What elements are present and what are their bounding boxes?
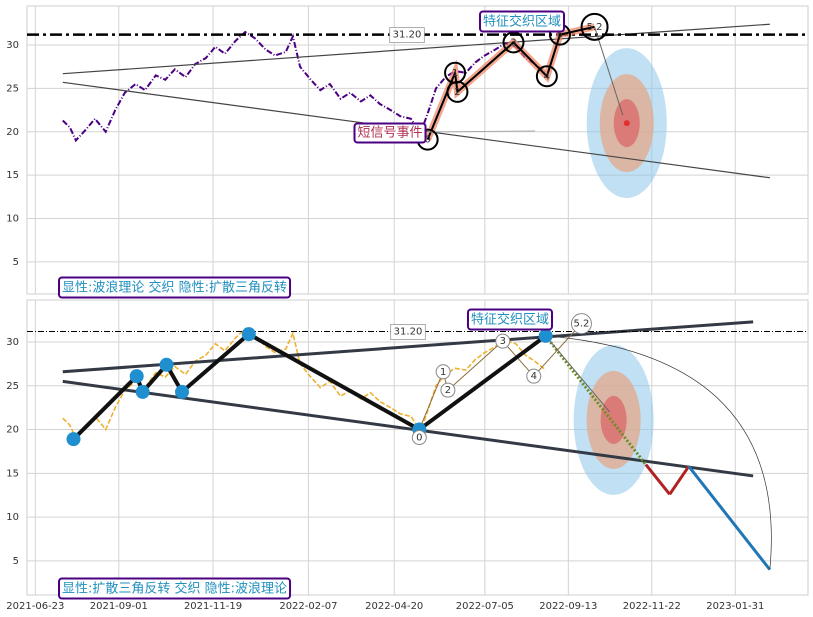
- panel-annotation: 显性:波浪理论 交织 隐性:扩散三角反转: [62, 280, 287, 296]
- wave-label: 3: [500, 336, 506, 347]
- y-tick-label: 20: [6, 127, 19, 138]
- signal-label: 短信号事件: [357, 126, 422, 141]
- x-tick-label: 2022-07-05: [456, 601, 514, 612]
- zone-label: 特征交织区域: [483, 14, 561, 30]
- wave-label: 0: [424, 135, 430, 146]
- label-box: [58, 276, 292, 299]
- wave-marker: [495, 333, 511, 349]
- y-tick-label: 25: [6, 83, 19, 94]
- y-tick-label: 30: [6, 337, 19, 348]
- y-tick-label: 15: [6, 170, 19, 181]
- plot-frame: [26, 5, 809, 295]
- x-tick-label: 2021-09-01: [90, 601, 148, 612]
- wave-marker: [535, 65, 558, 88]
- x-tick-label: 2021-06-23: [6, 601, 64, 612]
- wave-label: 4: [531, 371, 537, 382]
- y-tick-label: 15: [6, 468, 19, 479]
- x-tick-label: 2022-09-13: [539, 601, 597, 612]
- wave-label: 5.2: [587, 22, 603, 33]
- wave-marker: [580, 12, 609, 41]
- zone-label: 特征交织区域: [471, 312, 549, 328]
- pivot-point: [241, 327, 256, 342]
- pivot-point: [159, 357, 174, 372]
- projection-segment: [668, 465, 691, 496]
- pivot-point: [66, 432, 81, 447]
- target-dot: [623, 120, 630, 127]
- target-inner: [600, 395, 627, 444]
- label-box: [58, 577, 292, 600]
- target-arrow: [594, 26, 624, 116]
- wave-marker: [446, 80, 469, 103]
- level-label: 31.20: [394, 327, 423, 338]
- projection-arc: [545, 335, 772, 570]
- wave-label: 1: [452, 68, 458, 79]
- y-tick-label: 10: [6, 214, 19, 225]
- trendline: [62, 320, 754, 374]
- projection-segment: [687, 465, 772, 571]
- x-tick-label: 2023-01-31: [706, 601, 764, 612]
- trendline: [62, 23, 770, 75]
- pivot-point: [135, 384, 150, 399]
- label-box: [478, 10, 566, 33]
- wave-line: [426, 25, 595, 140]
- wave-marker: [411, 430, 427, 446]
- y-tick-label: 5: [13, 257, 19, 268]
- projection-segment: [544, 334, 648, 466]
- wave-marker: [570, 313, 592, 335]
- wave-label: 0: [416, 433, 422, 444]
- y-tick-label: 25: [6, 381, 19, 392]
- y-tick-label: 30: [6, 40, 19, 51]
- label-box: [466, 308, 554, 331]
- wave-label: 5.2: [573, 319, 589, 330]
- wave-label: 5: [557, 30, 563, 41]
- wave-marker: [440, 382, 456, 398]
- y-tick-label: 20: [6, 425, 19, 436]
- signal-arrow: [427, 130, 536, 133]
- wave-label: 1: [440, 367, 446, 378]
- y-tick-label: 5: [13, 556, 19, 567]
- wave-marker: [435, 364, 451, 380]
- wave-label: 2: [454, 87, 460, 98]
- wave-label: 4: [544, 71, 550, 82]
- wave-label: 2: [445, 385, 451, 396]
- projection-segment: [644, 463, 671, 496]
- panel-annotation: 显性:扩散三角反转 交织 隐性:波浪理论: [62, 581, 287, 597]
- wave-label: 3: [510, 37, 516, 48]
- y-tick-label: 10: [6, 512, 19, 523]
- x-tick-label: 2022-04-20: [365, 601, 423, 612]
- price-line: [62, 30, 547, 143]
- target-arrow: [545, 335, 611, 413]
- label-box: [390, 324, 426, 340]
- x-tick-label: 2022-02-07: [279, 601, 337, 612]
- label-box: [389, 27, 425, 44]
- plot-frame: [26, 299, 809, 596]
- wave-marker: [526, 368, 542, 384]
- wave-line: [418, 323, 582, 430]
- pivot-point: [538, 328, 553, 343]
- x-tick-label: 2021-11-19: [184, 601, 242, 612]
- level-label: 31.20: [393, 30, 422, 41]
- pivot-point: [129, 369, 144, 384]
- label-box: [353, 122, 427, 144]
- x-tick-label: 2022-11-22: [623, 601, 681, 612]
- pivot-point: [175, 384, 190, 399]
